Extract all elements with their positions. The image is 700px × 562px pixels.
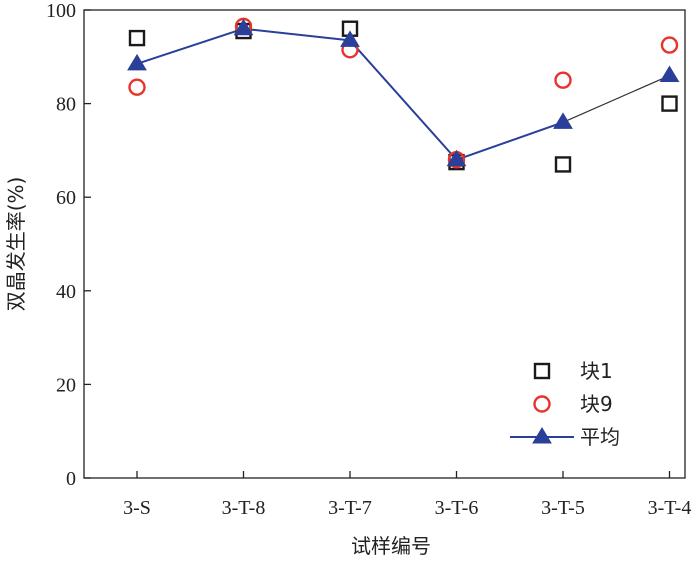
- y-tick-label: 60: [56, 187, 76, 209]
- x-axis-title: 试样编号: [351, 534, 431, 558]
- x-tick-label: 3-S: [123, 497, 151, 519]
- y-axis-title: 双晶发生率(%): [4, 177, 28, 312]
- y-tick-label: 80: [56, 94, 76, 116]
- series-line-segment: [349, 39, 458, 161]
- series-line-segment: [243, 27, 351, 42]
- data-point-triangle: [553, 112, 573, 129]
- x-tick-label: 3-T-4: [648, 497, 692, 519]
- data-point-triangle: [659, 65, 680, 83]
- series-line-segment: [562, 74, 670, 123]
- legend: 块1 块9 平均: [510, 359, 620, 449]
- data-point-triangle: [446, 149, 467, 167]
- data-point-triangle: [233, 18, 254, 36]
- data-point-square: [128, 29, 146, 47]
- legend-label: 块9: [580, 392, 613, 416]
- y-tick-label: 40: [56, 281, 76, 303]
- y-tick-label: 0: [66, 468, 76, 490]
- x-tick-label: 3-T-7: [328, 497, 372, 519]
- data-point-circle: [554, 71, 572, 89]
- series-line-segment: [456, 121, 564, 161]
- x-tick-label: 3-T-5: [541, 497, 585, 519]
- data-point-circle: [660, 36, 679, 54]
- y-tick-label: 20: [56, 374, 76, 396]
- legend-label: 平均: [580, 425, 620, 449]
- legend-marker-square: [533, 362, 551, 380]
- plot-frame: [83, 9, 686, 479]
- axes: 0 20 40 60 80 100 3-S 3-T-8 3-T-7 3-T-6 3-T-5 3-T-4: [46, 0, 691, 519]
- x-tick-label: 3-T-8: [222, 497, 266, 519]
- plot-marks: [127, 17, 680, 173]
- data-point-triangle: [127, 53, 147, 71]
- legend-marker-circle: [533, 395, 551, 413]
- data-point-circle: [128, 78, 146, 96]
- y-tick-label: 100: [46, 0, 76, 22]
- x-tick-label: 3-T-6: [435, 497, 479, 519]
- data-point-triangle: [340, 30, 360, 47]
- data-point-square: [661, 95, 678, 112]
- legend-marker-triangle: [532, 427, 552, 444]
- legend-label: 块1: [580, 359, 613, 383]
- series-line-segment: [136, 27, 244, 65]
- data-point-square: [554, 156, 572, 173]
